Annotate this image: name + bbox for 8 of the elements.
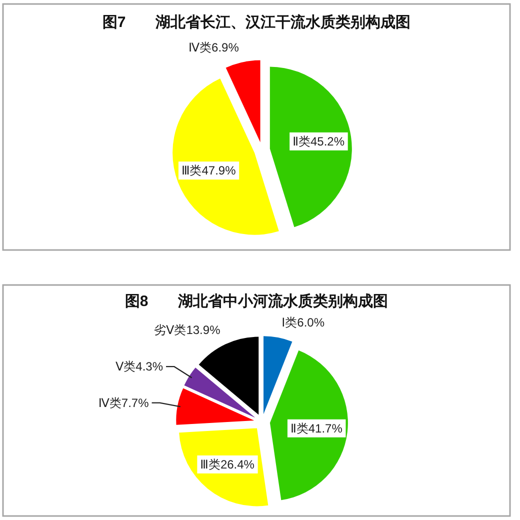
slice-label: Ⅴ类4.3% [115,360,164,374]
chart-title: 图7 湖北省长江、汉江干流水质类别构成图 [102,13,411,31]
slice-label: Ⅲ类26.4% [200,457,255,472]
slice-label: Ⅳ类7.7% [98,396,150,410]
slice-label: Ⅱ类45.2% [292,134,345,148]
slice-label: Ⅲ类47.9% [181,164,236,178]
chart-title: 图8 湖北省中小河流水质类别构成图 [124,292,388,310]
slice-label: Ⅱ类41.7% [290,421,343,436]
